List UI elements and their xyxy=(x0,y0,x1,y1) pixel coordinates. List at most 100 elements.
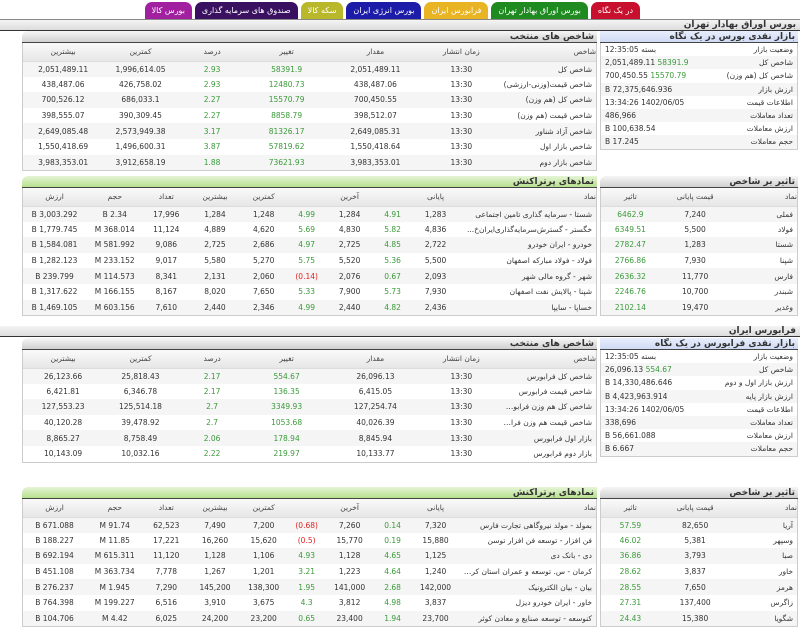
column-header[interactable]: قیمت پایانی xyxy=(659,499,731,518)
column-header[interactable]: حجم xyxy=(86,188,144,207)
column-header[interactable]: تاثیر xyxy=(601,499,660,518)
indices-row[interactable]: شاخص قیمت (هم وزن) 13:30 398,512.07 8858.79… xyxy=(23,108,596,124)
active-row[interactable]: کنوسعه - توسعه صنایع و معادن کوثر 23,700 1… xyxy=(23,610,596,627)
column-header[interactable]: آخرین xyxy=(326,188,373,207)
active-row[interactable]: شستا - سرمایه گذاری تامین اجتماعی 1,283 4.… xyxy=(23,206,596,222)
indices-row[interactable]: شاخص کل هم وزن فرابورس 13:30 127,254.74 334… xyxy=(23,399,596,415)
symbol-link[interactable]: شستا - سرمایه گذاری تامین اجتماعی xyxy=(458,206,596,222)
symbol-link[interactable]: خاور - ایران خودرو دیزل xyxy=(515,598,592,608)
column-header[interactable]: نماد xyxy=(730,499,797,518)
column-header[interactable]: تغییر xyxy=(246,43,327,62)
indices-row[interactable]: شاخص کل فرابورس 13:30 26,096.13 554.67 2.17 2… xyxy=(23,368,596,384)
symbol-link[interactable]: صبا xyxy=(730,548,797,564)
symbol-link[interactable]: شبندر xyxy=(774,287,793,297)
active-row[interactable]: فن افزار - توسعه فن افزار توسن 15,880 0.19… xyxy=(23,533,596,549)
active-row[interactable]: خودرو - ایران خودرو 2,722 4.85 2,725 4.97 2,6… xyxy=(23,237,596,253)
column-header[interactable]: ارزش xyxy=(23,499,87,518)
column-header[interactable]: نماد xyxy=(730,188,797,207)
indices-row[interactable]: شاخص قیمت(وزنی-ارزشی) 13:30 438,487.06 1248… xyxy=(23,77,596,93)
symbol-link[interactable]: دی - بانک دی xyxy=(458,548,596,564)
impact-row[interactable]: وغدیر 19,470 2102.14 xyxy=(601,299,797,316)
impact-row[interactable]: فارس 11,770 2636.32 xyxy=(601,268,797,284)
indices-row[interactable]: شاخص کل 13:30 2,051,489.11 58391.9 2.93 1,996… xyxy=(23,61,596,77)
impact-row[interactable]: هرمز 7,650 28.55 xyxy=(601,579,797,595)
impact-row[interactable]: شگویا 15,380 24.43 xyxy=(601,610,797,627)
active-row[interactable]: فولاد - فولاد مبارکه اصفهان 5,500 5.36 5,52… xyxy=(23,253,596,269)
symbol-link[interactable]: شاخص کل xyxy=(498,61,596,77)
tab-3[interactable]: بورس انرژی ایران xyxy=(346,2,422,19)
symbol-link[interactable]: کرمان - س. توسعه و عمران استان کرم... xyxy=(459,567,592,577)
symbol-link[interactable]: فولاد xyxy=(777,224,793,234)
symbol-link[interactable]: شهر - گروه مالی شهر xyxy=(458,268,596,284)
indices-row[interactable]: شاخص کل (هم وزن) 13:30 700,450.55 15570.79 2… xyxy=(23,92,596,108)
column-header[interactable]: درصد xyxy=(177,43,247,62)
impact-row[interactable]: زاگرس 137,400 27.31 xyxy=(601,595,797,611)
active-row[interactable]: کرمان - س. توسعه و عمران استان کرم... 1,2… xyxy=(23,564,596,580)
impact-row[interactable]: صبا 3,793 36.86 xyxy=(601,548,797,564)
active-row[interactable]: دی - بانک دی 1,125 4.65 1,128 4.93 1,106 1,128… xyxy=(23,548,596,564)
impact-row[interactable]: وسپهر 5,381 46.02 xyxy=(601,533,797,549)
impact-row[interactable]: آریا 82,650 57.59 xyxy=(601,517,797,533)
column-header[interactable]: قیمت پایانی xyxy=(659,188,731,207)
column-header[interactable]: پایانی xyxy=(412,499,459,518)
active-row[interactable]: خساپا - سایپا 2,436 4.82 2,440 4.99 2,346 2,44… xyxy=(23,299,596,316)
active-row[interactable]: خاور - ایران خودرو دیزل 3,837 4.98 3,812 4.3… xyxy=(23,595,596,611)
column-header[interactable]: شاخص xyxy=(498,43,596,62)
symbol-link[interactable]: بمولد - مولد نیروگاهی تجارت فارس xyxy=(458,517,596,533)
column-header[interactable] xyxy=(372,188,413,207)
column-header[interactable] xyxy=(372,499,413,518)
symbol-link[interactable]: کنوسعه - توسعه صنایع و معادن کوثر xyxy=(458,610,596,627)
active-row[interactable]: شهر - گروه مالی شهر 2,093 0.67 2,076 (0.14) 2… xyxy=(23,268,596,284)
symbol-link[interactable]: شاخص بازار اول xyxy=(539,142,592,152)
symbol-link[interactable]: بازار اول فرابورس xyxy=(498,430,596,446)
column-header[interactable]: بیشترین xyxy=(23,350,104,369)
symbol-link[interactable]: شاخص قیمت(وزنی-ارزشی) xyxy=(503,79,592,89)
symbol-link[interactable]: شاخص آزاد شناور xyxy=(498,123,596,139)
tab-1[interactable]: بورس اوراق بهادار تهران xyxy=(491,2,588,19)
symbol-link[interactable]: فارس xyxy=(730,268,797,284)
impact-row[interactable]: فولاد 5,500 6349.51 xyxy=(601,222,797,238)
symbol-link[interactable]: شاخص بازار دوم xyxy=(498,154,596,171)
column-header[interactable] xyxy=(286,499,327,518)
column-header[interactable]: بیشترین xyxy=(23,43,104,62)
symbol-link[interactable]: آریا xyxy=(730,517,797,533)
symbol-link[interactable]: وغدیر xyxy=(730,299,797,316)
indices-row[interactable]: شاخص قیمت هم وزن فراب... 13:30 40,026.39 10… xyxy=(23,415,596,431)
column-header[interactable]: کمترین xyxy=(103,350,178,369)
column-header[interactable]: کمترین xyxy=(103,43,178,62)
column-header[interactable]: نماد xyxy=(458,188,596,207)
active-row[interactable]: بمولد - مولد نیروگاهی تجارت فارس 7,320 0.1… xyxy=(23,517,596,533)
symbol-link[interactable]: شپنا xyxy=(779,256,793,266)
indices-row[interactable]: شاخص آزاد شناور 13:30 2,649,085.31 81326.17… xyxy=(23,123,596,139)
impact-row[interactable]: خاور 3,837 28.62 xyxy=(601,564,797,580)
symbol-link[interactable]: شپنا - پالایش نفت اصفهان xyxy=(509,287,592,297)
symbol-link[interactable]: هرمز xyxy=(730,579,797,595)
tab-0[interactable]: در یک نگاه xyxy=(590,2,640,19)
active-row[interactable]: بیان - بیان الکترونیک 142,000 2.68 141,000 1… xyxy=(23,579,596,595)
column-header[interactable]: تعداد xyxy=(143,499,190,518)
column-header[interactable]: نماد xyxy=(458,499,596,518)
column-header[interactable]: تعداد xyxy=(143,188,190,207)
column-header[interactable]: درصد xyxy=(177,350,247,369)
symbol-link[interactable]: شاخص کل فرابورس xyxy=(498,368,596,384)
symbol-link[interactable]: شگویا xyxy=(730,610,797,627)
indices-row[interactable]: شاخص بازار دوم 13:30 3,983,353.01 73621.93 1… xyxy=(23,154,596,171)
tab-5[interactable]: صندوق های سرمایه گذاری xyxy=(194,2,298,19)
active-row[interactable]: شپنا - پالایش نفت اصفهان 7,930 5.73 7,900 5.… xyxy=(23,284,596,300)
column-header[interactable]: کمترین xyxy=(240,499,287,518)
column-header[interactable]: تاثیر xyxy=(601,188,660,207)
symbol-link[interactable]: فملی xyxy=(730,206,797,222)
symbol-link[interactable]: شاخص قیمت فرابورس xyxy=(518,386,592,396)
indices-row[interactable]: شاخص قیمت فرابورس 13:30 6,415.05 136.35 2.17… xyxy=(23,384,596,400)
column-header[interactable]: ارزش xyxy=(23,188,87,207)
indices-row[interactable]: بازار اول فرابورس 13:30 8,845.94 178.94 2.06… xyxy=(23,430,596,446)
symbol-link[interactable]: بیان - بیان الکترونیک xyxy=(458,579,596,595)
symbol-link[interactable]: فن افزار - توسعه فن افزار توسن xyxy=(487,535,592,545)
column-header[interactable]: حجم xyxy=(86,499,144,518)
column-header[interactable]: کمترین xyxy=(240,188,287,207)
symbol-link[interactable]: شاخص کل (هم وزن) xyxy=(498,92,596,108)
symbol-link[interactable]: خاور xyxy=(778,567,793,577)
symbol-link[interactable]: بازار دوم فرابورس xyxy=(533,449,592,459)
symbol-link[interactable]: خودرو - ایران خودرو xyxy=(458,237,596,253)
column-header[interactable]: شاخص xyxy=(498,350,596,369)
